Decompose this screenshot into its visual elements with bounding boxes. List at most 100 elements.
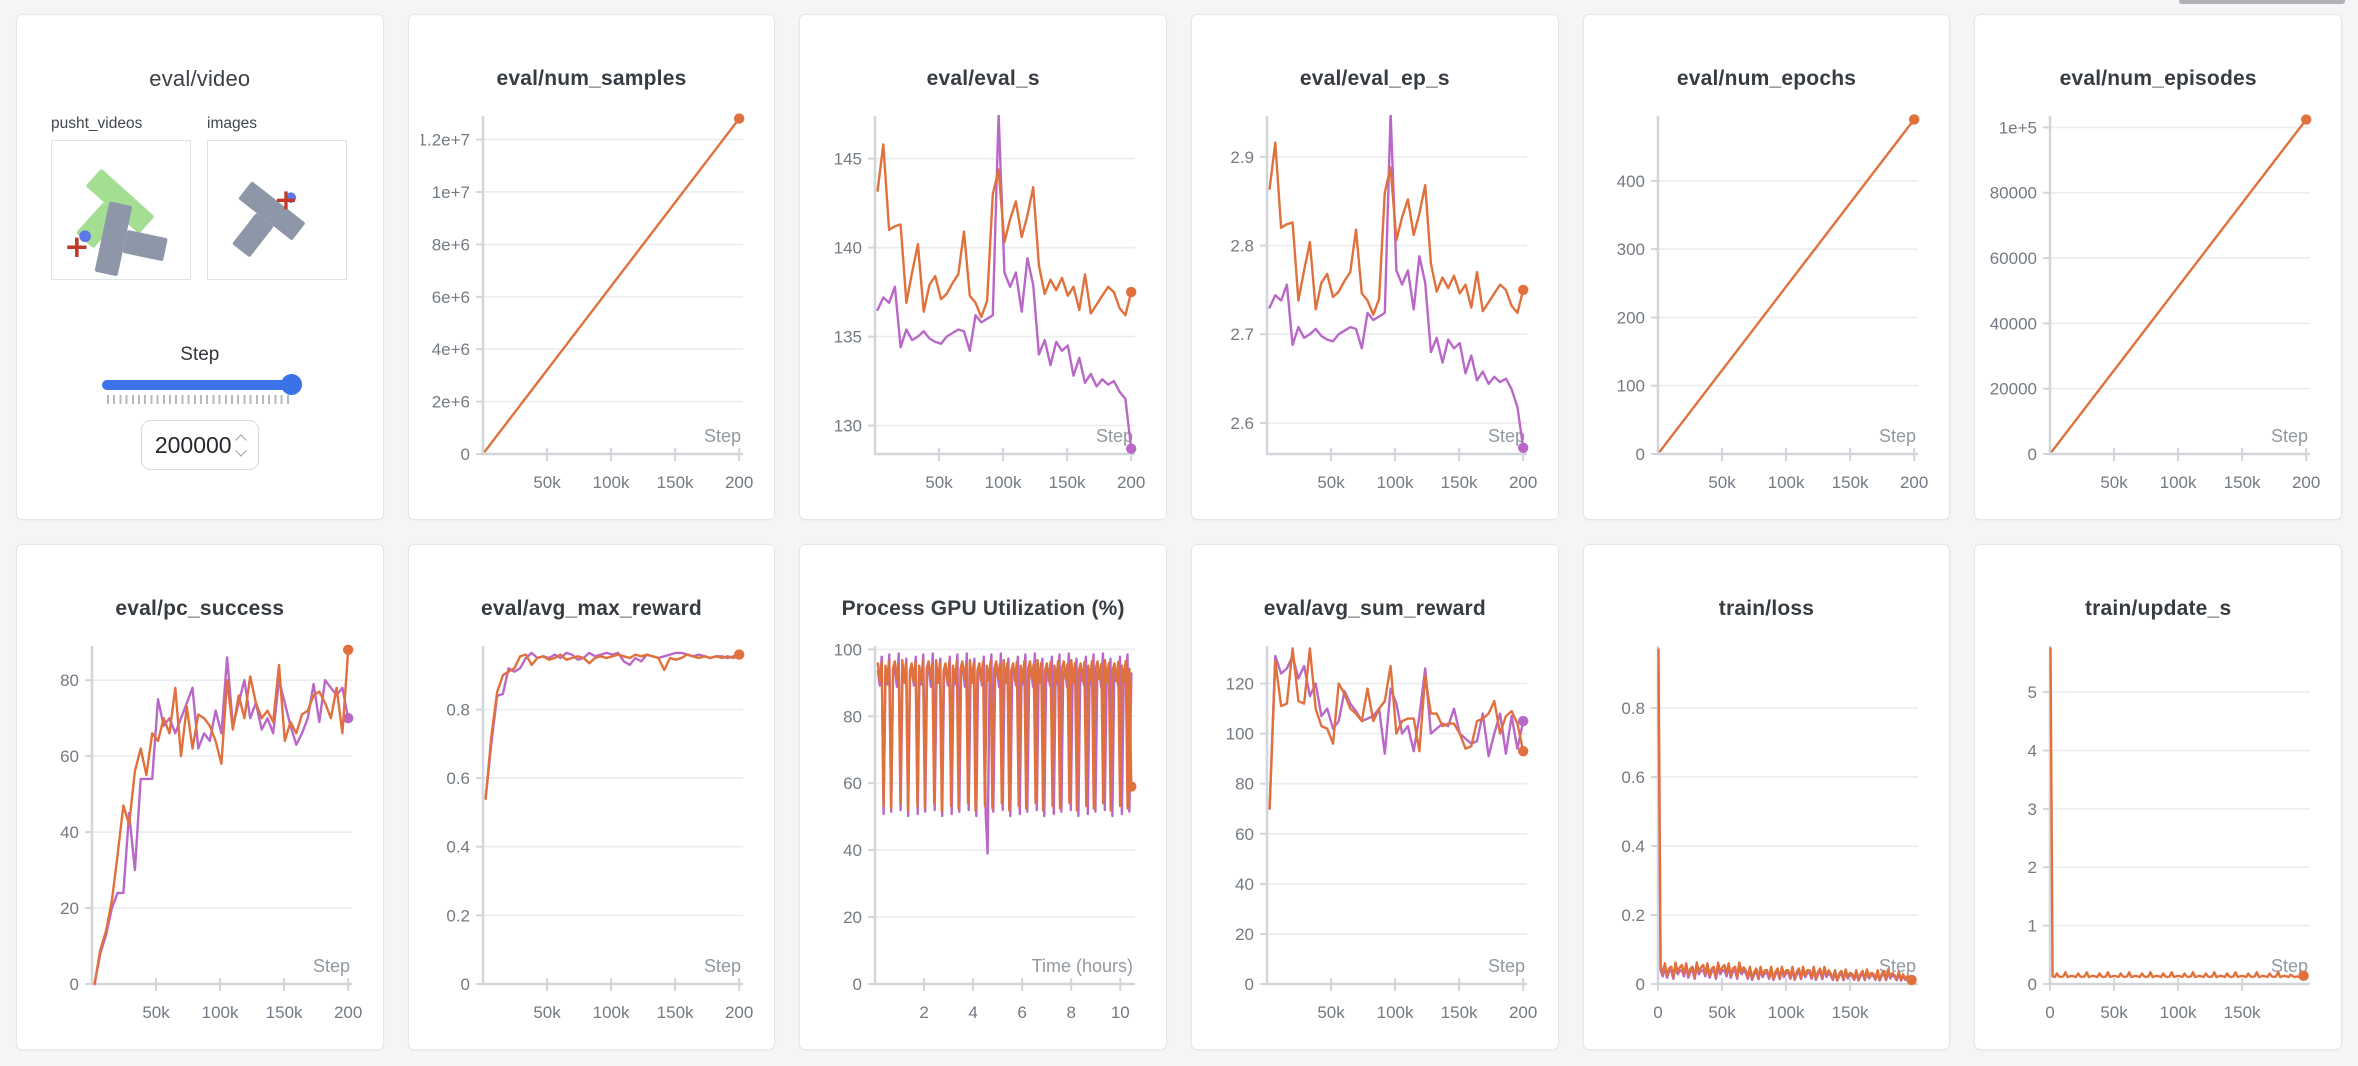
svg-text:200: 200 — [1617, 309, 1645, 328]
chart-title: eval/avg_sum_reward — [1263, 597, 1486, 620]
panel-eval-avg-max-reward: eval/avg_max_reward 0 0.2 0.4 0.6 0.8 50k 100k… — [407, 544, 776, 1050]
chart-title: train/update_s — [2084, 597, 2232, 620]
stepper-up-icon[interactable] — [235, 434, 247, 446]
svg-text:140: 140 — [834, 239, 862, 258]
svg-text:200: 200 — [2292, 473, 2320, 492]
svg-text:10: 10 — [1111, 1003, 1130, 1022]
line-chart-eval-num-samples[interactable]: 0 2e+6 4e+6 6e+6 8e+6 1e+7 1.2e+7 50k 100k 150k 20… — [421, 108, 761, 504]
scrollbar-thumb-fragment[interactable] — [2179, 0, 2345, 4]
line-chart-eval-avg-max-reward[interactable]: 0 0.2 0.4 0.6 0.8 50k 100k 150k 200 Step — [421, 638, 761, 1034]
svg-text:Step: Step — [1488, 426, 1525, 446]
svg-text:150k: 150k — [1049, 473, 1086, 492]
svg-text:50k: 50k — [925, 473, 953, 492]
line-chart-eval-eval-s[interactable]: 130 135 140 145 50k 100k 150k 200 Step — [813, 108, 1153, 504]
svg-text:0.4: 0.4 — [1622, 837, 1646, 856]
line-chart-eval-pc-success[interactable]: 0 20 40 60 80 50k 100k 150k 200 Step — [30, 638, 370, 1034]
svg-text:8e+6: 8e+6 — [432, 235, 470, 254]
svg-text:0: 0 — [1654, 1003, 1663, 1022]
svg-text:1: 1 — [2028, 917, 2037, 936]
stepper-down-icon[interactable] — [235, 445, 247, 457]
chart-title: Process GPU Utilization (%) — [841, 597, 1125, 620]
svg-text:0: 0 — [1636, 975, 1645, 994]
svg-text:0.6: 0.6 — [447, 769, 471, 788]
svg-text:0.8: 0.8 — [1622, 699, 1646, 718]
panel-process-gpu-utilization: Process GPU Utilization (%) 0 20 40 60 80 100… — [799, 544, 1167, 1050]
line-chart-eval-avg-sum-reward[interactable]: 0 20 40 60 80 100 120 50k 100k 150k 200 Step — [1205, 638, 1545, 1034]
panel-eval-num-epochs: eval/num_epochs 0 100 200 300 400 50k 100k 150k… — [1582, 14, 1951, 520]
panel-eval-num-samples: eval/num_samples 0 2e+6 4e+6 6e+6 8e+6 1e+7 1.… — [407, 14, 776, 520]
agent-dot — [79, 230, 91, 243]
chart-title: train/loss — [1718, 597, 1815, 620]
svg-text:150k: 150k — [657, 1003, 694, 1022]
svg-text:60: 60 — [843, 774, 862, 793]
svg-text:20: 20 — [843, 908, 862, 927]
svg-text:Step: Step — [1096, 426, 1133, 446]
svg-text:0.2: 0.2 — [447, 906, 471, 925]
svg-text:6: 6 — [1018, 1003, 1027, 1022]
svg-text:100k: 100k — [985, 473, 1022, 492]
images-thumbnail[interactable] — [207, 140, 347, 281]
svg-text:1e+7: 1e+7 — [432, 183, 470, 202]
panel-eval-pc-success: eval/pc_success 0 20 40 60 80 50k 100k 150k 200 S… — [16, 544, 384, 1050]
svg-text:20: 20 — [1235, 925, 1254, 944]
svg-text:150k: 150k — [266, 1003, 303, 1022]
step-slider[interactable] — [101, 374, 302, 396]
svg-text:0: 0 — [2028, 975, 2037, 994]
svg-text:60: 60 — [60, 747, 79, 766]
svg-text:150k: 150k — [1832, 473, 1869, 492]
slider-thumb[interactable] — [280, 374, 302, 396]
gray-t-shape — [232, 182, 305, 257]
step-slider-label: Step — [180, 344, 220, 366]
panel-eval-eval-ep-s: eval/eval_ep_s 2.6 2.7 2.8 2.9 50k 100k 150k 20… — [1190, 14, 1559, 520]
svg-text:2: 2 — [919, 1003, 928, 1022]
svg-text:150k: 150k — [657, 473, 694, 492]
svg-text:Step: Step — [704, 956, 741, 976]
line-chart-process-gpu-utilization[interactable]: 0 20 40 60 80 100 2 4 6 8 10 Time (hours) — [813, 638, 1153, 1034]
svg-text:60: 60 — [1235, 825, 1254, 844]
step-input-box — [140, 420, 259, 471]
line-chart-eval-num-episodes[interactable]: 0 20000 40000 60000 80000 1e+5 50k 100k 150k 200 S… — [1988, 108, 2328, 504]
svg-text:100k: 100k — [1376, 1003, 1413, 1022]
svg-text:Step: Step — [2271, 956, 2308, 976]
svg-text:50k: 50k — [142, 1003, 170, 1022]
svg-text:2.6: 2.6 — [1230, 414, 1254, 433]
svg-text:4e+6: 4e+6 — [432, 340, 470, 359]
svg-text:100k: 100k — [2160, 1003, 2197, 1022]
svg-text:200: 200 — [1117, 473, 1145, 492]
svg-text:200: 200 — [1509, 473, 1537, 492]
svg-text:200: 200 — [725, 1003, 753, 1022]
svg-text:20: 20 — [60, 899, 79, 918]
pusht-video-thumbnail[interactable] — [51, 140, 191, 281]
slider-track[interactable] — [101, 380, 298, 391]
svg-text:40: 40 — [60, 823, 79, 842]
chart-title: eval/num_samples — [496, 67, 687, 90]
line-chart-train-update-s[interactable]: 0 1 2 3 4 5 0 50k 100k 150k Step — [1988, 638, 2328, 1034]
media-item-pusht-videos: pusht_videos — [51, 115, 191, 281]
svg-text:60000: 60000 — [1990, 249, 2037, 268]
svg-text:145: 145 — [834, 150, 862, 169]
svg-text:Step: Step — [2271, 426, 2308, 446]
svg-text:50k: 50k — [534, 1003, 562, 1022]
svg-text:80: 80 — [843, 707, 862, 726]
svg-text:50k: 50k — [2100, 473, 2128, 492]
svg-text:150k: 150k — [2224, 1003, 2261, 1022]
svg-text:150k: 150k — [2224, 473, 2261, 492]
svg-text:0.8: 0.8 — [447, 701, 471, 720]
svg-text:0: 0 — [461, 975, 470, 994]
svg-text:100: 100 — [834, 640, 862, 659]
svg-text:0: 0 — [461, 445, 470, 464]
svg-text:3: 3 — [2028, 800, 2037, 819]
svg-text:4: 4 — [969, 1003, 978, 1022]
step-steppers — [235, 434, 247, 457]
line-chart-eval-eval-ep-s[interactable]: 2.6 2.7 2.8 2.9 50k 100k 150k 200 Step — [1205, 108, 1545, 504]
gray-t-shape — [94, 201, 168, 277]
step-input[interactable] — [154, 431, 231, 459]
svg-text:80000: 80000 — [1990, 184, 2037, 203]
line-chart-eval-num-epochs[interactable]: 0 100 200 300 400 50k 100k 150k 200 Step — [1596, 108, 1936, 504]
svg-text:135: 135 — [834, 328, 862, 347]
svg-text:40000: 40000 — [1990, 314, 2037, 333]
svg-text:130: 130 — [834, 417, 862, 436]
svg-text:0.6: 0.6 — [1622, 768, 1646, 787]
